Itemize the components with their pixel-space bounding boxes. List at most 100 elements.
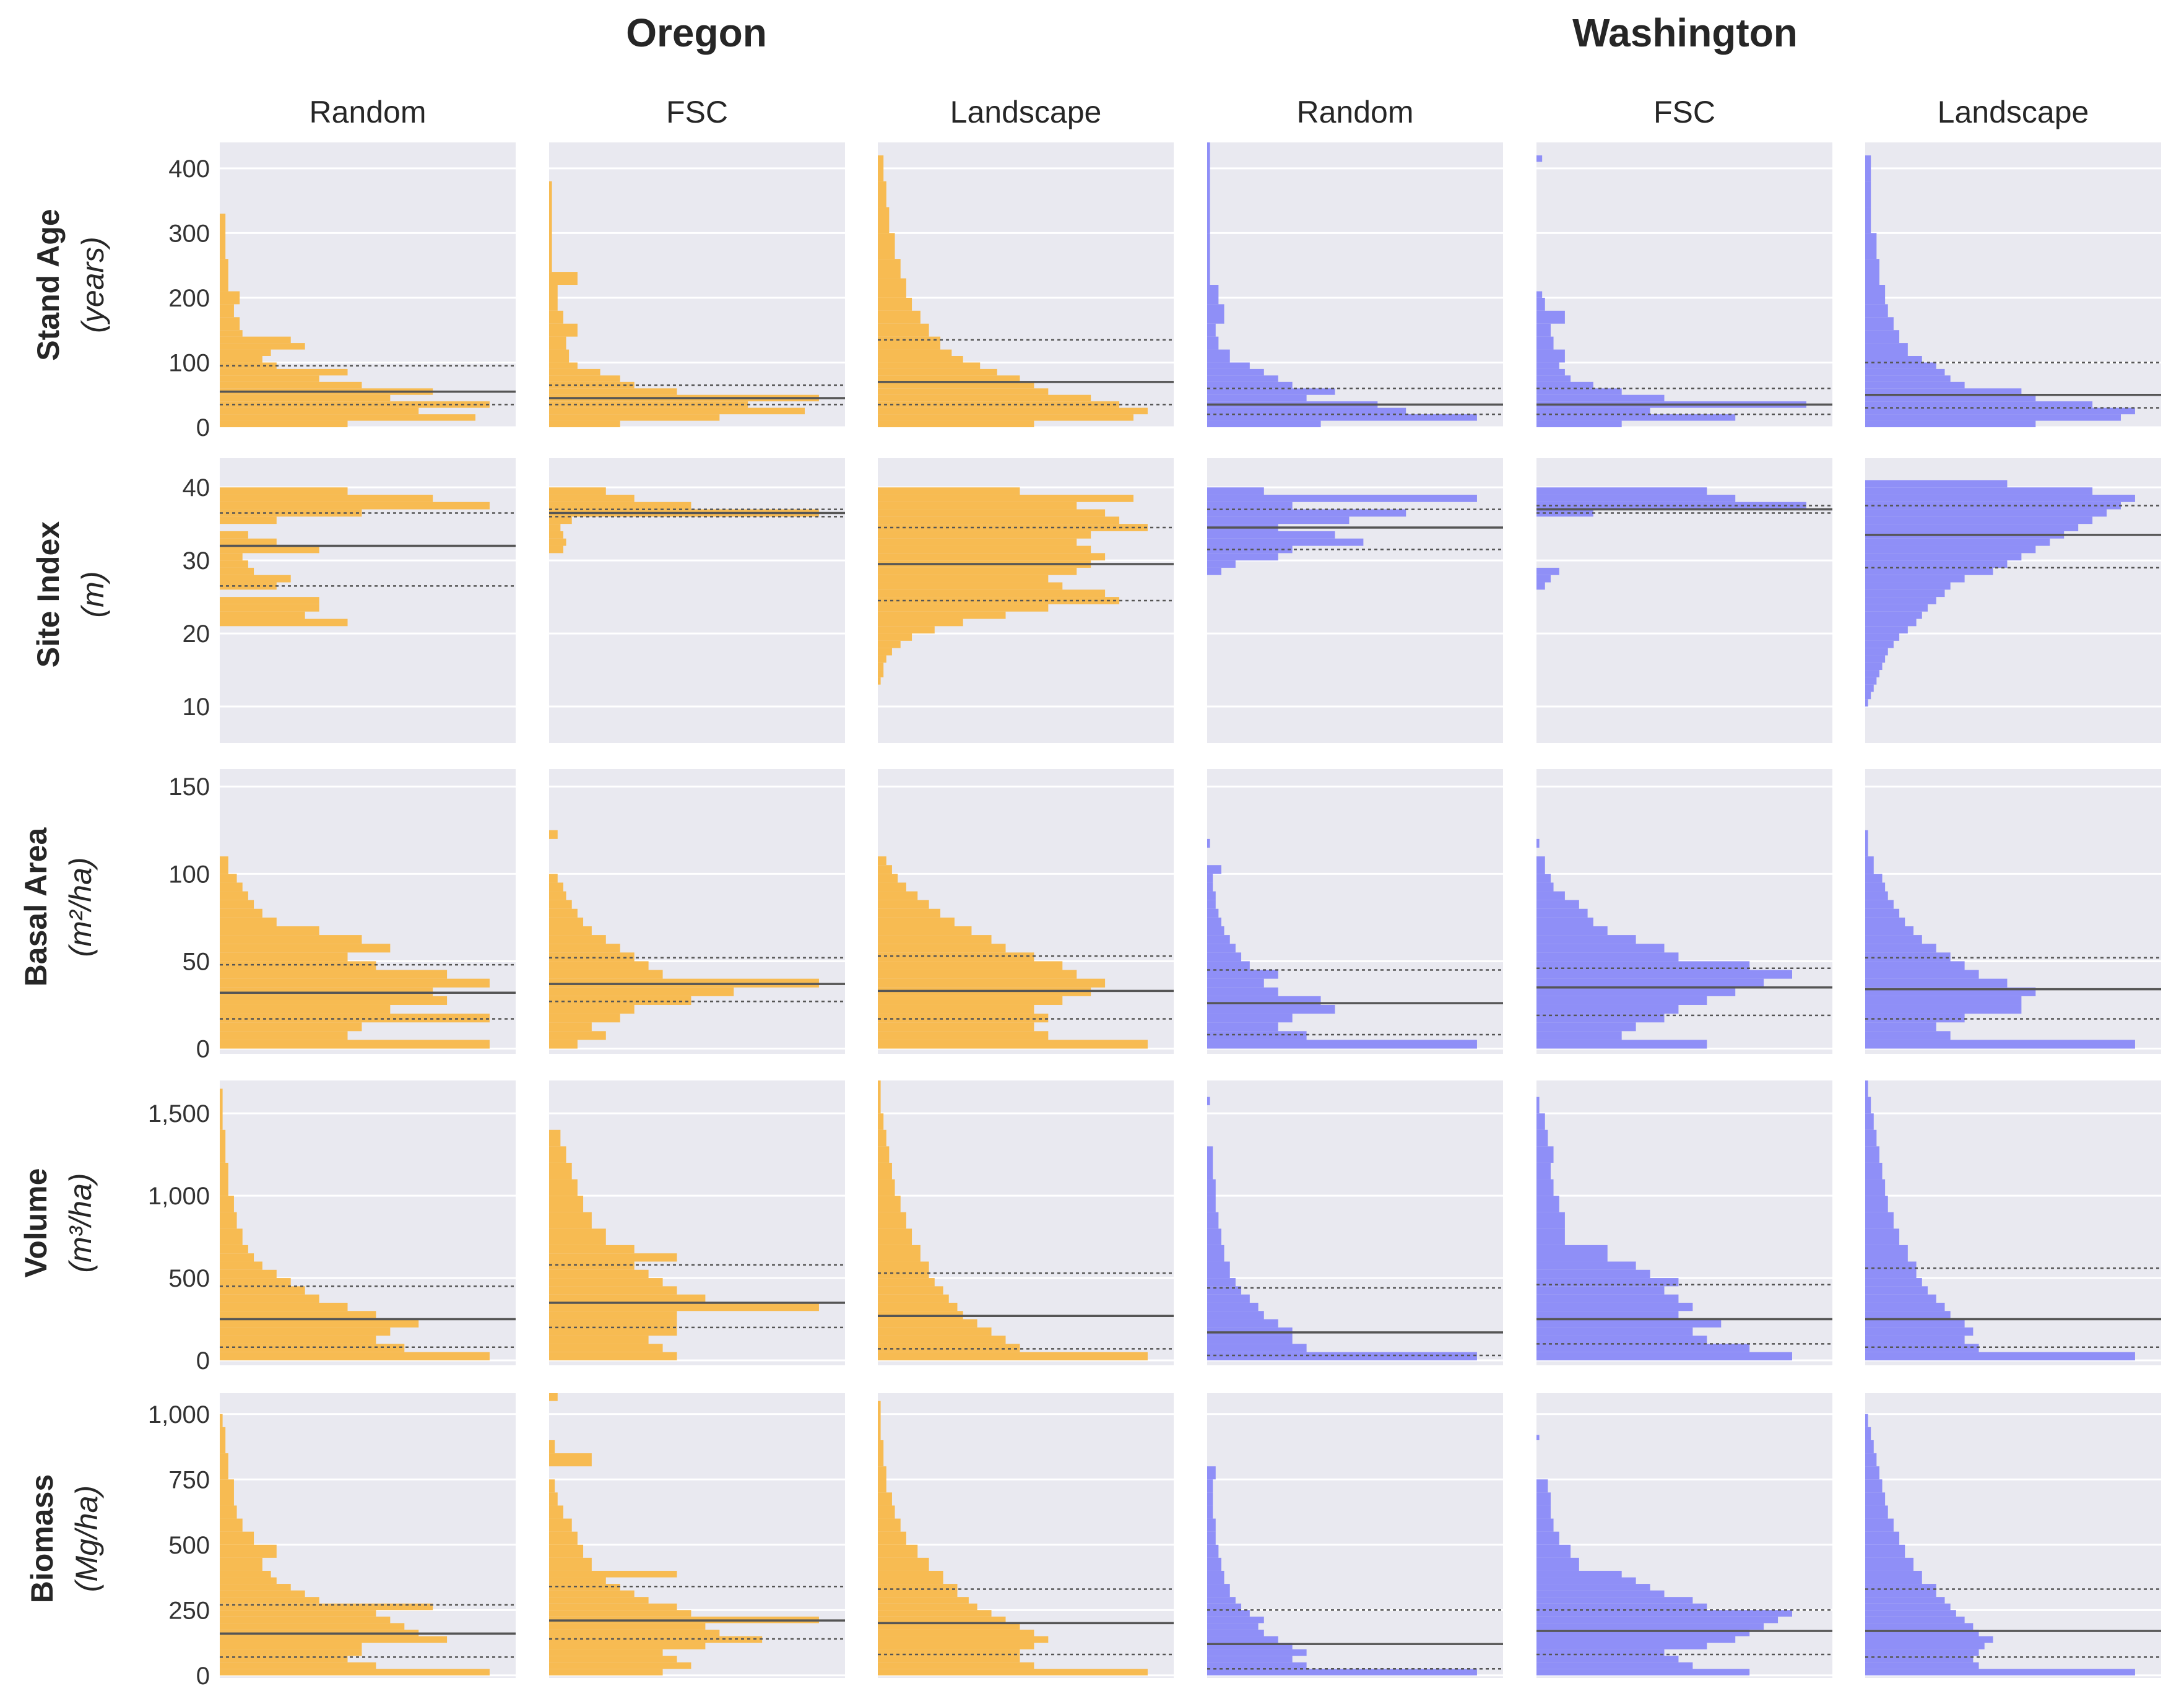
histogram-bar (878, 1505, 895, 1519)
histogram-bar (878, 1327, 992, 1336)
histogram-bar (1536, 582, 1545, 590)
histogram-bar (1536, 917, 1593, 926)
histogram-bar (1865, 1584, 1936, 1598)
histogram-bar (549, 1531, 578, 1545)
row-label-site-index-unit: (m) (76, 572, 110, 618)
histogram-bar (878, 996, 1063, 1005)
histogram-bar (1865, 1610, 1956, 1617)
histogram-bar (1536, 336, 1554, 350)
histogram-bar (1207, 1492, 1213, 1506)
histogram-bar (549, 1212, 592, 1229)
histogram-bar (549, 1518, 572, 1532)
histogram-bar (220, 597, 319, 604)
histogram-bar (220, 1590, 305, 1598)
histogram-bar (549, 1643, 706, 1650)
histogram-bar (1865, 259, 1879, 285)
histogram-bar (1865, 394, 2036, 402)
histogram-bar (1207, 362, 1250, 369)
histogram-bar (1207, 900, 1216, 909)
histogram-bar (878, 865, 892, 874)
histogram-bar (549, 1492, 558, 1506)
histogram-bar (220, 1336, 376, 1344)
histogram-bar (1865, 1196, 1888, 1212)
histogram-bar (878, 546, 1091, 554)
histogram-bar (878, 856, 886, 866)
histogram-bar (1207, 538, 1364, 546)
histogram-bar (878, 1146, 890, 1163)
histogram-bar (549, 1544, 584, 1558)
histogram-bar (549, 1440, 555, 1454)
histogram-bar (1865, 414, 2121, 421)
histogram-bar (220, 996, 448, 1005)
histogram-bar (1536, 575, 1551, 583)
histogram-bar (1865, 368, 1945, 376)
histogram-bar (1865, 1427, 1871, 1440)
histogram-bar (1536, 394, 1665, 402)
y-tick-label-site_index: 10 (183, 693, 210, 721)
histogram-bar (1536, 291, 1543, 298)
histogram-bar (549, 1629, 720, 1637)
histogram-bar (549, 1245, 635, 1254)
histogram-bar (1865, 935, 1922, 944)
histogram-bar (1536, 1031, 1622, 1040)
histogram-bar (1207, 531, 1335, 539)
histogram-bar (220, 336, 291, 344)
histogram-bar (1536, 1544, 1571, 1558)
y-tick-label-site_index: 20 (183, 620, 210, 648)
histogram-bar (220, 917, 277, 926)
histogram-bar (549, 323, 578, 337)
histogram-bar (1207, 1336, 1293, 1344)
histogram-bar (1536, 1435, 1540, 1440)
y-tick-label-volume: 1,000 (148, 1183, 210, 1210)
histogram-bar (549, 1278, 663, 1287)
histogram-bar (549, 1129, 561, 1147)
histogram-bar (1536, 1113, 1545, 1130)
histogram-bar (1536, 1649, 1665, 1656)
histogram-bar (878, 611, 1006, 619)
histogram-bar (1865, 1479, 1883, 1493)
histogram-bar (1865, 494, 2135, 502)
histogram-bar (1536, 1245, 1608, 1262)
histogram-bar (1207, 1040, 1477, 1049)
histogram-bar (1536, 838, 1540, 848)
y-tick-label-stand_age: 100 (168, 349, 210, 376)
histogram-bar (1536, 908, 1588, 918)
histogram-bar (1865, 1311, 1951, 1319)
histogram-bar (1536, 1196, 1559, 1212)
histogram-bar (220, 420, 348, 427)
histogram-bar (1207, 1643, 1293, 1650)
histogram-bar (878, 917, 955, 926)
histogram-bar (1207, 1662, 1307, 1669)
histogram-bar (220, 1129, 226, 1163)
histogram-bar (220, 407, 419, 415)
histogram-bar (1536, 1505, 1551, 1519)
histogram-bar (549, 1179, 578, 1196)
histogram-bar (1207, 961, 1250, 970)
histogram-bar (220, 1669, 490, 1676)
histogram-bar (220, 553, 243, 561)
histogram-bar (878, 524, 1148, 531)
histogram-bar (220, 1597, 319, 1604)
histogram-bar (220, 575, 291, 583)
histogram-bar (1865, 1245, 1908, 1262)
histogram-bar (1207, 1344, 1307, 1352)
histogram-bar (1865, 1022, 1936, 1032)
histogram-bar (220, 1253, 254, 1262)
histogram-bar (220, 317, 240, 331)
histogram-bar (549, 516, 572, 524)
histogram-bar (1536, 1336, 1707, 1344)
histogram-bar (1865, 684, 1874, 692)
histogram-bar (1865, 330, 1900, 344)
histogram-bar (1865, 1570, 1922, 1584)
histogram-bar (1207, 1278, 1236, 1287)
histogram-bar (1865, 882, 1886, 892)
panel-stand_age-washington-fsc (1536, 142, 1832, 428)
histogram-bar (220, 502, 490, 510)
histogram-bar (220, 330, 243, 337)
histogram-bar (1207, 1286, 1242, 1295)
histogram-bar (549, 1656, 677, 1663)
histogram-bar (1865, 1212, 1894, 1229)
histogram-bar (1536, 1004, 1679, 1014)
histogram-bar (878, 882, 906, 892)
histogram-bar (220, 1245, 248, 1254)
